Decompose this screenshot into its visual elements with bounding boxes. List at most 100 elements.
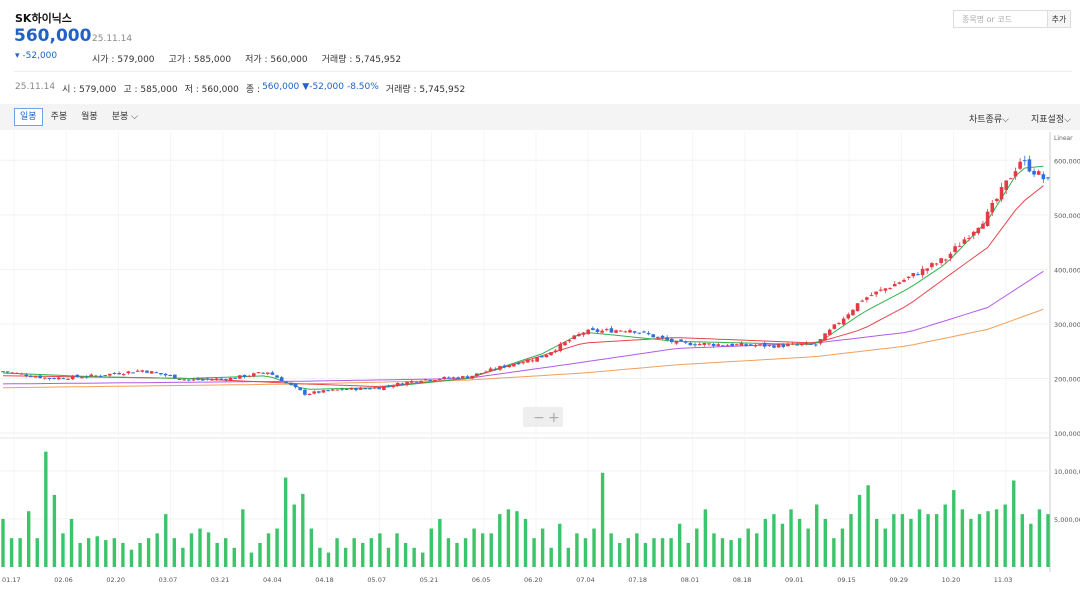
- candle-body: [902, 279, 906, 282]
- candle-body: [94, 375, 98, 377]
- low-price: 저가 : 560,000: [245, 55, 308, 65]
- candle-body: [656, 336, 660, 338]
- volume-bar: [618, 542, 622, 567]
- candle-body: [572, 335, 577, 340]
- volume-bar: [540, 528, 545, 567]
- volume-bar: [421, 552, 425, 567]
- candle-body: [618, 330, 623, 332]
- candle-body: [1041, 174, 1046, 180]
- candle-body: [191, 379, 196, 381]
- candle-body: [252, 373, 256, 377]
- divider: [14, 71, 1072, 72]
- candle-body: [985, 211, 990, 226]
- tab-weekly[interactable]: 주봉: [45, 108, 74, 126]
- volume-bar: [275, 528, 279, 567]
- candle-body: [813, 344, 818, 346]
- candle-body: [405, 381, 409, 385]
- volume-bar: [900, 514, 905, 567]
- candle-body: [683, 341, 688, 343]
- candle-body: [173, 374, 177, 379]
- candle-body: [735, 344, 739, 346]
- ma120-line: [2, 308, 1044, 389]
- volume-bar: [652, 538, 656, 567]
- info-date: 25.11.14: [15, 82, 56, 92]
- date-tick-label: 03.21: [211, 576, 230, 584]
- volume-bar: [806, 528, 810, 567]
- volume-bar: [206, 532, 211, 567]
- candle-body: [944, 259, 948, 261]
- candle-body: [725, 345, 730, 347]
- date-tick-label: 04.04: [263, 576, 282, 584]
- open-price: 시가 : 579,000: [92, 55, 155, 65]
- candle-body: [1032, 170, 1036, 175]
- candle-body: [651, 334, 656, 338]
- candle-body: [939, 258, 943, 264]
- volume-bar: [677, 523, 682, 567]
- volume-bar: [635, 533, 639, 567]
- volume-bar: [52, 494, 57, 567]
- candle-body: [270, 372, 275, 375]
- tab-minute[interactable]: 분봉 ⌵: [106, 108, 144, 126]
- add-stock-button[interactable]: 추가: [1047, 11, 1070, 27]
- candle-body: [916, 274, 920, 276]
- price-change: ▾ -52,000: [15, 51, 58, 61]
- candle-body: [772, 345, 776, 348]
- candle-body: [911, 273, 916, 277]
- candle-body: [423, 379, 428, 381]
- ma60-line: [2, 270, 1044, 385]
- volume-bar: [840, 528, 845, 567]
- volume-bar: [446, 538, 451, 567]
- volume-bar: [266, 533, 271, 567]
- candle-body: [549, 352, 553, 356]
- zoom-controls: − +: [523, 407, 563, 427]
- tab-daily[interactable]: 일봉: [14, 108, 43, 126]
- stock-name: SK하이닉스: [15, 12, 72, 25]
- zoom-in-button[interactable]: +: [548, 410, 560, 426]
- price-tick-label: 300,000: [1054, 321, 1080, 329]
- candle-body: [433, 379, 437, 381]
- candle-body: [995, 198, 999, 202]
- candle-body: [855, 303, 860, 312]
- volume-bar: [198, 528, 202, 567]
- tab-monthly[interactable]: 월봉: [75, 108, 104, 126]
- indicator-settings-dropdown[interactable]: 지표설정⌵: [1031, 115, 1071, 125]
- candle-body: [228, 377, 233, 381]
- volume-bar: [189, 533, 194, 567]
- candle-body: [804, 343, 809, 345]
- candle-body: [553, 350, 558, 353]
- zoom-out-button[interactable]: −: [533, 410, 545, 426]
- stock-search-input[interactable]: [954, 11, 1047, 27]
- candle-body: [953, 246, 957, 252]
- candle-body: [66, 378, 70, 380]
- volume-bar: [395, 533, 399, 567]
- candle-body: [233, 377, 238, 379]
- candle-body: [688, 342, 693, 346]
- volume-bars: [1, 451, 1050, 567]
- candle-body: [303, 389, 307, 395]
- volume-bar: [378, 533, 382, 567]
- candle-body: [670, 338, 674, 343]
- stock-header: SK하이닉스 560,000 25.11.14 ▾ -52,000 시가 : 5…: [0, 0, 1080, 72]
- candle-body: [265, 372, 270, 374]
- candle-body: [516, 362, 521, 365]
- info-high: 고 : 585,000: [123, 85, 178, 95]
- candle-body: [646, 332, 651, 335]
- chart-type-dropdown[interactable]: 차트종류⌵: [969, 115, 1009, 125]
- candle-body: [976, 227, 981, 234]
- volume-bar: [1020, 514, 1025, 567]
- volume-bar: [301, 493, 305, 567]
- candle-body: [544, 355, 549, 358]
- candle-body: [702, 342, 707, 345]
- info-low: 저 : 560,000: [184, 85, 239, 95]
- candle-body: [790, 343, 795, 345]
- volume-bar: [575, 533, 579, 567]
- candle-body: [219, 378, 224, 380]
- candle-body: [279, 377, 284, 382]
- candle-body: [428, 379, 433, 381]
- candle-info-row: 25.11.14 시 : 579,000 고 : 585,000 저 : 560…: [15, 82, 465, 95]
- candle-body: [335, 389, 340, 391]
- candle-body: [38, 375, 42, 379]
- stock-chart[interactable]: Linear 100,000 200,000 300,000 400,000 500,00…: [0, 132, 1080, 592]
- candle-body: [535, 357, 539, 362]
- candle-body: [349, 387, 354, 390]
